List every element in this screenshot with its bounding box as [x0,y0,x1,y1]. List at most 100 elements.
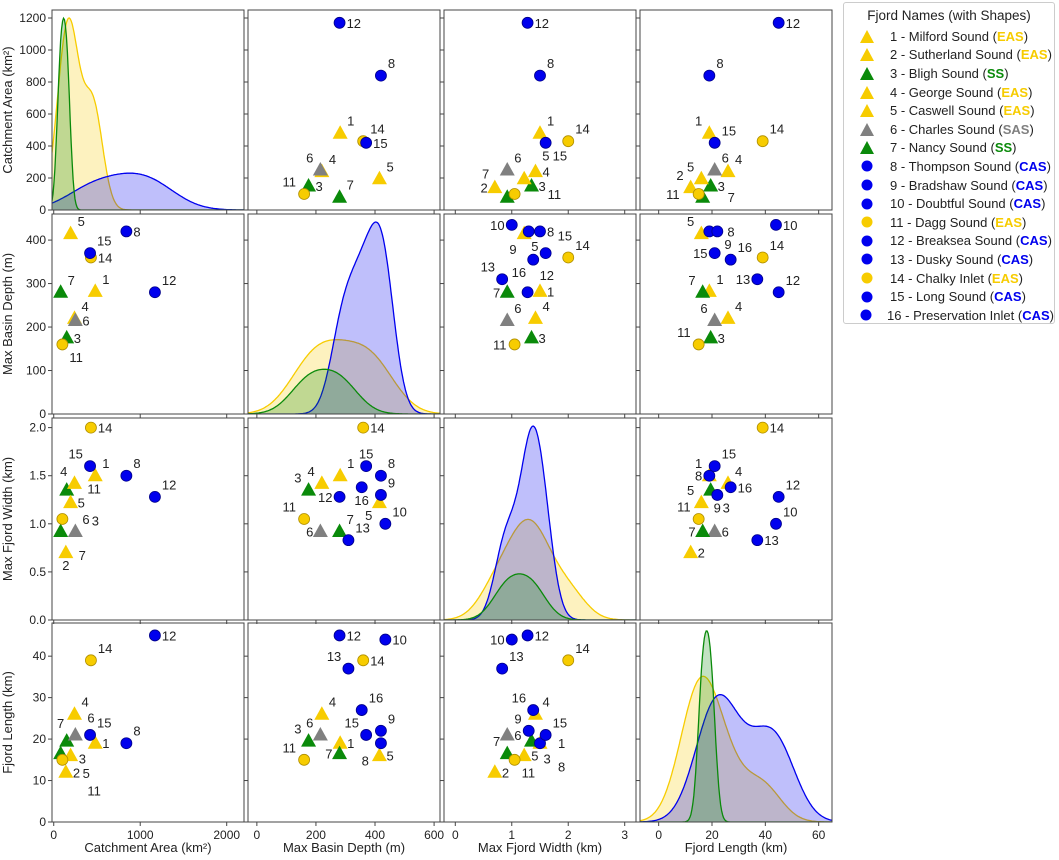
legend-label: 4 - George Sound (EAS) [890,84,1033,100]
point-label: 6 [722,151,729,166]
panel-frame [443,622,637,823]
legend-label: 9 - Bradshaw Sound (CAS) [890,177,1048,193]
point-fjord-5: 5 [63,214,85,240]
point-label: 4 [542,165,549,180]
point-fjord-4: 4 [314,695,336,720]
panel-frame [247,213,441,415]
data-point-circle [120,469,133,482]
data-point-triangle [701,125,717,139]
point-fjord-8: 8 [120,224,141,239]
point-label: 1 [695,456,702,471]
point-label: 15 [359,447,373,462]
point-label: 4 [542,695,549,710]
data-point-triangle [312,523,328,538]
data-point-triangle [532,125,548,139]
kde-fill-SS [52,18,244,210]
legend-label: 12 - Breaksea Sound (CAS) [890,233,1052,249]
point-fjord-12: 12 [149,628,176,643]
point-label: 3 [294,722,301,737]
point-fjord-12: 12 [149,477,176,503]
point-label: 14 [770,238,784,253]
y-tick-label: 0 [39,407,46,421]
point-fjord-14: 14 [562,122,590,148]
data-point-triangle [314,475,330,489]
point-fjord-13: 13 [496,649,524,675]
point-label: 7 [57,716,64,731]
point-label: 6 [82,314,89,329]
point-label: 6 [87,710,94,725]
point-fjord-6: 6 [306,523,328,540]
data-point-triangle [516,170,532,185]
point-fjord-6: 6 [700,301,723,327]
point-label: 12 [318,490,332,505]
point-label: 7 [347,178,354,193]
data-point-triangle [487,764,503,778]
data-point-circle [703,469,716,482]
data-point-circle [770,218,782,231]
x-tick-label: 3 [621,828,628,842]
data-point-circle [56,513,69,525]
point-label: 13 [355,521,369,536]
data-point-circle [85,421,97,434]
point-label: 4 [735,152,742,167]
kde-fill-EAS [444,519,636,620]
kde-line-CAS [444,425,636,620]
data-point-circle [708,136,721,149]
point-label: 3 [539,331,546,346]
legend-circle-icon [844,160,890,172]
point-label: 14 [98,641,112,656]
data-point-circle [692,338,705,351]
point-fjord-15: 15 [84,234,112,260]
data-point-triangle [683,179,699,194]
x-tick-label: 0 [50,828,57,842]
data-point-circle [375,489,387,501]
point-fjord-10: 10 [379,633,407,648]
point-label: 13 [764,533,778,548]
panel-frame [443,417,637,621]
point-label: 8 [558,760,565,775]
point-label: 2 [481,181,488,196]
point-fjord-5: 5 [371,747,394,764]
point-fjord-15: 15 [539,136,567,163]
legend-label: 5 - Caswell Sound (EAS) [890,103,1035,119]
data-point-triangle [499,162,515,176]
point-label: 15 [693,246,707,261]
point-label: 10 [392,633,406,648]
point-label: 3 [74,331,81,346]
point-label: 8 [133,224,140,239]
point-label: 12 [162,628,176,643]
point-fjord-6: 6 [499,726,521,743]
point-label: 11 [548,187,562,202]
data-point-circle [539,729,552,741]
point-label: 11 [283,175,297,190]
point-fjord-14: 14 [756,122,784,148]
x-axis-label: Max Fjord Width (km) [478,840,602,855]
legend-circle-icon [844,216,890,228]
legend-label: 16 - Preservation Inlet (CAS) [887,307,1054,323]
kde-fill-EAS [52,18,244,210]
point-label: 11 [283,740,297,755]
y-tick-label: 100 [26,364,46,378]
point-fjord-8: 8 [703,56,724,82]
point-label: 14 [98,421,112,436]
point-label: 3 [723,501,730,516]
data-point-circle [333,629,346,642]
data-point-circle [751,534,764,547]
point-fjord-2: 2 [487,764,509,780]
point-label: 4 [81,299,88,314]
legend-item: 11 - Dagg Sound (EAS) [844,213,1054,232]
point-label: 14 [770,122,784,137]
legend-circle-icon [844,272,890,284]
point-fjord-5: 5 [516,747,538,764]
data-point-triangle [59,482,75,496]
panel-frame [51,417,245,621]
legend-item: 2 - Sutherland Sound (EAS) [844,46,1054,65]
point-fjord-5: 5 [63,494,85,511]
data-point-circle [496,273,509,286]
point-label: 6 [514,728,521,743]
data-point-circle [298,188,311,200]
point-label: 14 [370,421,384,436]
